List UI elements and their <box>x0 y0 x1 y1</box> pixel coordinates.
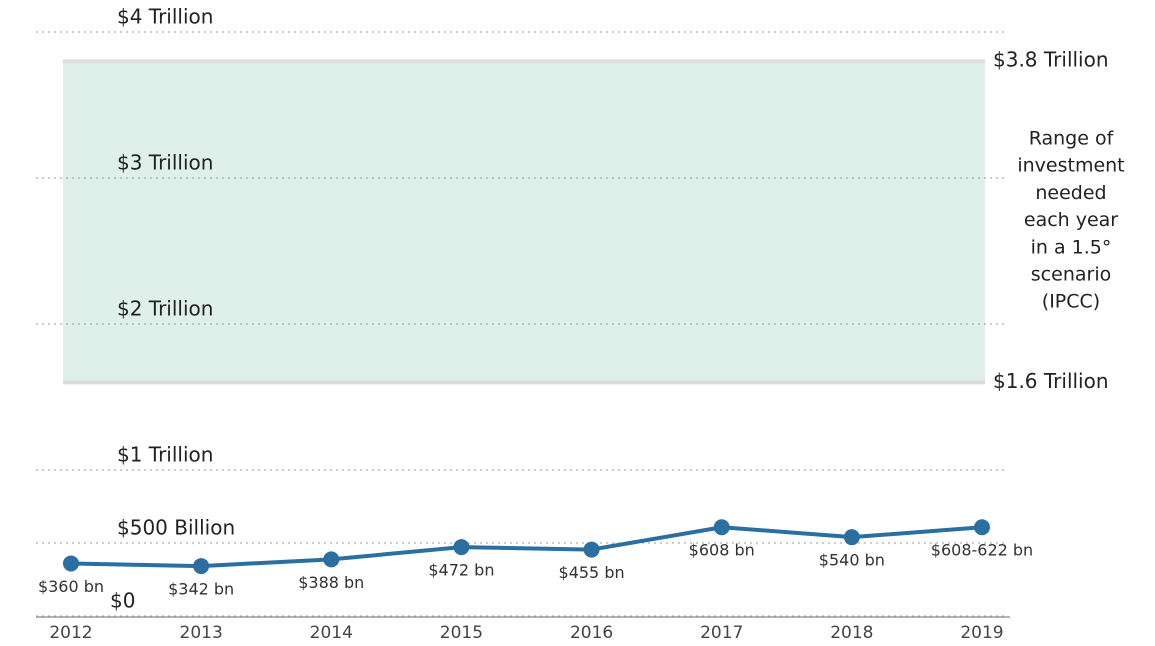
value-label: $455 bn <box>559 563 625 582</box>
value-label: $342 bn <box>168 580 234 599</box>
y-tick-label: $0 <box>110 589 135 613</box>
band-note: investment <box>1017 155 1124 177</box>
x-tick-label: 2013 <box>180 623 223 643</box>
x-tick-label: 2017 <box>700 623 743 643</box>
band-note: scenario <box>1031 264 1111 286</box>
data-point <box>453 539 470 556</box>
band-note: each year <box>1024 209 1118 231</box>
value-label: $388 bn <box>298 573 364 592</box>
x-tick-label: 2015 <box>440 623 483 643</box>
band-range-label: $3.8 Trillion <box>993 48 1109 72</box>
data-point <box>974 519 990 536</box>
data-point <box>713 519 730 536</box>
y-tick-label: $2 Trillion <box>117 297 213 321</box>
y-tick-label: $500 Billion <box>117 516 235 540</box>
y-tick-label: $1 Trillion <box>117 443 213 467</box>
value-label: $540 bn <box>819 551 885 570</box>
band-range-label: $1.6 Trillion <box>993 369 1109 393</box>
data-point <box>843 529 860 546</box>
y-tick-label: $3 Trillion <box>117 151 213 175</box>
value-label: $608 bn <box>689 541 755 560</box>
target-band <box>63 61 985 383</box>
band-note: Range of <box>1029 128 1115 150</box>
value-label: $608-622 bn <box>931 541 1033 560</box>
value-label: $360 bn <box>38 577 104 596</box>
band-note: needed <box>1035 182 1106 204</box>
value-label: $472 bn <box>428 561 494 580</box>
x-tick-label: 2018 <box>830 623 873 643</box>
x-tick-label: 2012 <box>49 623 92 643</box>
y-tick-label: $4 Trillion <box>117 5 213 29</box>
data-point <box>63 555 79 572</box>
x-tick-label: 2019 <box>960 623 1003 643</box>
data-point <box>193 558 210 575</box>
data-point <box>583 541 600 558</box>
series-line <box>70 525 983 569</box>
band-note: (IPCC) <box>1042 291 1100 313</box>
band-note: in a 1.5° <box>1031 236 1112 258</box>
x-tick-label: 2016 <box>570 623 613 643</box>
x-tick-label: 2014 <box>310 623 353 643</box>
data-point <box>323 551 340 568</box>
